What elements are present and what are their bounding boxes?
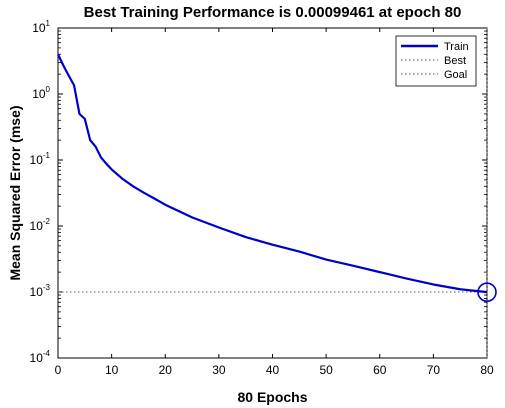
y-tick-exponent: -4 <box>43 349 51 358</box>
y-tick-label: 10-3 <box>30 283 51 299</box>
y-tick-label: 10-1 <box>30 151 51 167</box>
x-tick-label: 80 <box>480 363 494 377</box>
y-tick-label: 10-4 <box>30 349 51 365</box>
x-tick-label: 0 <box>55 363 62 377</box>
y-tick-exponent: 0 <box>46 85 51 94</box>
legend-label: Train <box>444 41 469 53</box>
y-tick-exponent: -3 <box>43 283 51 292</box>
y-tick-label: 101 <box>32 19 50 35</box>
legend-label: Best <box>444 55 466 67</box>
y-tick-base: 10 <box>32 87 46 101</box>
x-tick-label: 40 <box>266 363 280 377</box>
x-axis-label: 80 Epochs <box>237 389 307 405</box>
y-tick-label: 100 <box>32 85 50 101</box>
y-tick-base: 10 <box>30 219 44 233</box>
chart-title: Best Training Performance is 0.00099461 … <box>84 4 462 21</box>
x-axis: 0 10 20 30 40 50 60 70 80 <box>55 28 494 377</box>
x-tick-label: 60 <box>373 363 387 377</box>
plot-lines <box>57 28 497 358</box>
y-tick-exponent: -1 <box>43 151 51 160</box>
y-tick-base: 10 <box>30 351 44 365</box>
train-series-line <box>57 53 488 294</box>
y-tick-base: 10 <box>32 21 46 35</box>
y-tick-base: 10 <box>30 153 44 167</box>
x-tick-label: 70 <box>427 363 441 377</box>
legend-box <box>395 35 477 87</box>
legend-label: Goal <box>444 69 467 81</box>
y-tick-exponent: 1 <box>46 19 51 28</box>
x-tick-label: 20 <box>159 363 173 377</box>
best-point-marker <box>477 282 497 302</box>
y-tick-label: 10-2 <box>30 217 51 233</box>
x-tick-label: 10 <box>105 363 119 377</box>
legend: Train Best Goal <box>395 35 477 87</box>
y-axis-label: Mean Squared Error (mse) <box>7 105 23 280</box>
x-tick-label: 50 <box>319 363 333 377</box>
y-tick-base: 10 <box>30 285 44 299</box>
x-tick-label: 30 <box>212 363 226 377</box>
y-tick-exponent: -2 <box>43 217 51 226</box>
